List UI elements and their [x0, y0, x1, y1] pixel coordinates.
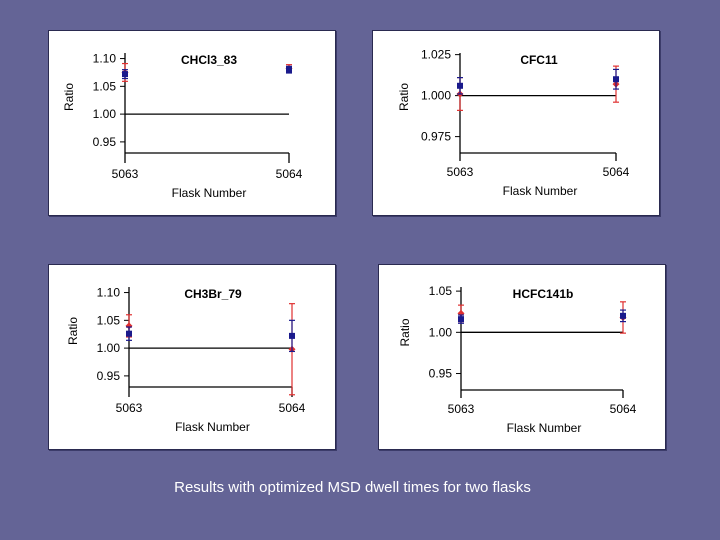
x-tick-label: 5063	[112, 167, 139, 181]
chart-chcl3: CHCl3_83 1.10 1.05 1.00 0.95 5063 5064 Flask Nu…	[62, 52, 303, 200]
slide-caption: Results with optimized MSD dwell times f…	[174, 479, 531, 496]
y-tick-label: 1.05	[429, 284, 453, 298]
x-tick-label: 5064	[610, 402, 637, 416]
y-axis-label: Ratio	[66, 317, 80, 345]
data-point	[458, 316, 464, 323]
y-tick-label: 1.00	[97, 341, 121, 355]
x-tick-label: 5063	[116, 401, 143, 415]
y-axis-label: Ratio	[62, 83, 76, 111]
chart-panel-ch3br: CH3Br_79 1.10 1.05 1.00 0.95 5063 5064 Flask Nu…	[48, 264, 336, 450]
x-axis-label: Flask Number	[507, 421, 582, 435]
y-tick-label: 1.05	[93, 79, 117, 93]
y-axis-label: Ratio	[397, 83, 411, 111]
data-point	[286, 66, 292, 73]
chart-panel-chcl3: CHCl3_83 1.10 1.05 1.00 0.95 5063 5064 Flask Nu…	[48, 30, 336, 216]
y-tick-label: 1.025	[421, 48, 451, 62]
y-tick-label: 1.10	[97, 286, 121, 300]
chart-hcfc141b: HCFC141b 1.05 1.00 0.95 5063 5064 Flask Number…	[398, 284, 637, 435]
y-tick-label: 1.000	[421, 89, 451, 103]
x-tick-label: 5064	[279, 401, 306, 415]
y-tick-label: 0.975	[421, 130, 451, 144]
data-point	[457, 309, 465, 317]
data-point	[125, 322, 133, 330]
x-tick-label: 5064	[276, 167, 303, 181]
x-tick-label: 5064	[603, 165, 630, 179]
x-tick-label: 5063	[447, 165, 474, 179]
data-point	[457, 82, 463, 89]
data-point	[613, 76, 619, 83]
x-axis-label: Flask Number	[175, 420, 250, 434]
chart-panel-hcfc141b: HCFC141b 1.05 1.00 0.95 5063 5064 Flask Number…	[378, 264, 666, 450]
y-tick-label: 1.00	[93, 107, 117, 121]
y-tick-label: 0.95	[93, 135, 117, 149]
y-tick-label: 0.95	[97, 369, 121, 383]
data-point	[620, 312, 626, 319]
chart-title: HCFC141b	[513, 287, 574, 301]
data-point	[289, 332, 295, 339]
data-point	[122, 71, 128, 78]
chart-panel-cfc11: CFC11 1.025 1.000 0.975 5063 5064 Flask Number…	[372, 30, 660, 216]
chart-title: CFC11	[520, 53, 558, 67]
y-axis-label: Ratio	[398, 318, 412, 346]
y-tick-label: 1.00	[429, 325, 453, 339]
chart-ch3br: CH3Br_79 1.10 1.05 1.00 0.95 5063 5064 Flask Nu…	[66, 286, 306, 434]
data-point	[126, 330, 132, 337]
chart-title: CH3Br_79	[184, 287, 242, 301]
chart-cfc11: CFC11 1.025 1.000 0.975 5063 5064 Flask Number…	[397, 48, 630, 198]
y-tick-label: 1.10	[93, 52, 117, 66]
chart-title: CHCl3_83	[181, 53, 237, 67]
x-axis-label: Flask Number	[503, 184, 578, 198]
y-tick-label: 0.95	[429, 367, 453, 381]
x-axis-label: Flask Number	[172, 186, 247, 200]
x-tick-label: 5063	[448, 402, 475, 416]
y-tick-label: 1.05	[97, 313, 121, 327]
